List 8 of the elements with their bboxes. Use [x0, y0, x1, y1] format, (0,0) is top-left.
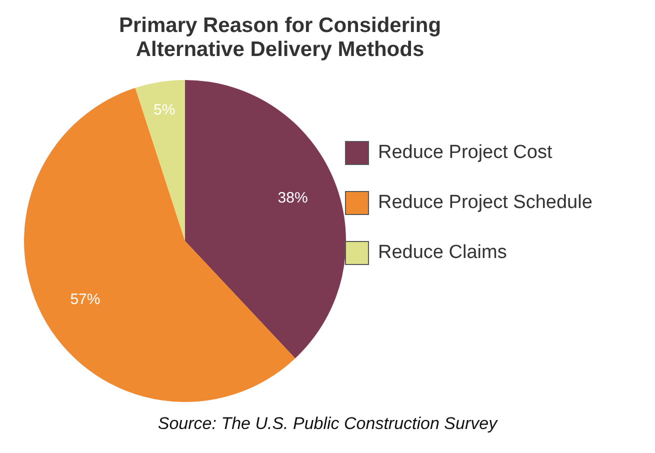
legend-label: Reduce Project Schedule [378, 192, 592, 214]
legend-label: Reduce Project Cost [378, 142, 552, 164]
chart-title: Primary Reason for Considering Alternative Delivery Methods [118, 14, 442, 62]
legend-label: Reduce Claims [378, 242, 507, 264]
data-label: 5% [154, 102, 176, 119]
data-label: 57% [70, 291, 100, 308]
data-label: 38% [278, 189, 308, 206]
source-note: Source: The U.S. Public Construction Survey [156, 414, 499, 434]
